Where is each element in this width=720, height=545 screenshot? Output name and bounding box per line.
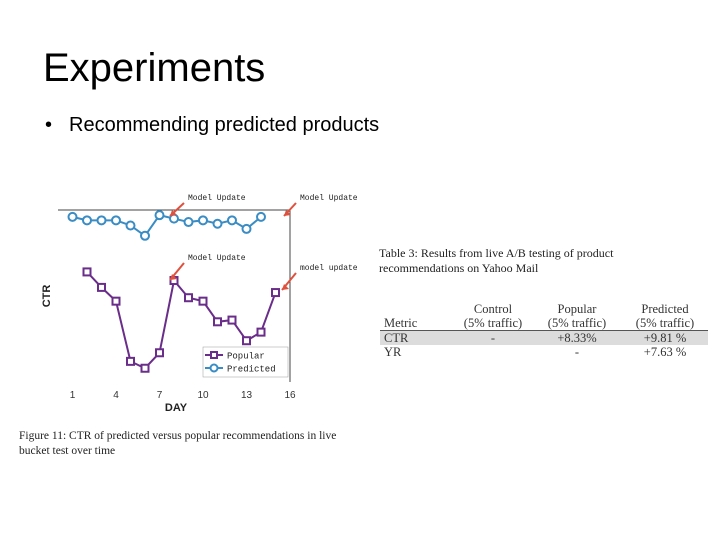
- data-point-popular: [198, 296, 208, 306]
- annotation-arrowhead: [282, 284, 289, 290]
- header-cell: Metric: [384, 316, 418, 330]
- header-cell: Popular: [557, 302, 597, 316]
- header-cell: Predicted: [641, 302, 689, 316]
- table-row: YR - +7.63 %: [380, 345, 708, 359]
- bullet-dot: •: [45, 114, 53, 136]
- data-point-popular: [271, 288, 280, 298]
- table-cell: +9.81 %: [643, 331, 687, 345]
- figure-caption: Figure 11: CTR of predicted versus popul…: [19, 430, 337, 457]
- data-point-predicted: [111, 215, 121, 226]
- table-header-row-bottom: Metric (5% traffic) (5% traffic) (5% tra…: [380, 316, 708, 330]
- data-point-predicted: [82, 215, 92, 226]
- table-cell: YR: [384, 345, 402, 359]
- header-cell: (5% traffic): [463, 316, 523, 330]
- data-point-popular: [111, 296, 121, 306]
- bullet-item: • Recommending predicted products: [45, 112, 379, 138]
- legend-marker: [209, 363, 219, 373]
- legend-label: Predicted: [227, 365, 276, 375]
- data-point-popular: [82, 267, 92, 277]
- legend-marker: [210, 351, 218, 359]
- x-tick-label: 16: [284, 390, 296, 401]
- data-point-predicted: [198, 215, 208, 226]
- data-point-predicted: [140, 230, 150, 241]
- data-point-popular: [213, 317, 222, 327]
- annotation-label: Model Update: [300, 194, 358, 203]
- header-cell: (5% traffic): [547, 316, 607, 330]
- annotation-arrowhead: [170, 274, 177, 280]
- annotation-arrowhead: [284, 210, 291, 216]
- data-point-predicted: [212, 218, 223, 229]
- x-tick-label: 13: [241, 390, 253, 401]
- data-point-predicted: [96, 215, 107, 226]
- x-tick-label: 7: [157, 390, 163, 401]
- data-point-popular: [155, 348, 164, 358]
- table-caption: Table 3: Results from live A/B testing o…: [379, 246, 614, 275]
- table-row: CTR - +8.33% +9.81 %: [380, 330, 708, 345]
- data-point-popular: [184, 293, 193, 303]
- x-tick-label: 1: [70, 390, 76, 401]
- table-cell: +8.33%: [557, 331, 597, 345]
- table-header-row-top: Control Popular Predicted: [380, 302, 708, 316]
- table-cell: CTR: [384, 331, 409, 345]
- data-point-predicted: [227, 215, 237, 226]
- annotation-label: Model Update: [188, 194, 246, 203]
- header-cell: (5% traffic): [635, 316, 695, 330]
- results-table: Control Popular Predicted Metric (5% tra…: [380, 302, 708, 359]
- slide-title: Experiments: [43, 46, 266, 90]
- data-point-predicted: [125, 220, 136, 231]
- table-cell: -: [490, 331, 496, 345]
- x-axis-label: DAY: [165, 402, 188, 414]
- data-point-predicted: [183, 217, 194, 228]
- annotation-label: model update: [300, 264, 358, 273]
- table-cell: [454, 345, 532, 359]
- data-point-popular: [97, 282, 106, 292]
- data-point-predicted: [241, 223, 252, 234]
- data-point-predicted: [67, 211, 78, 222]
- table-cell: -: [574, 345, 580, 359]
- data-point-popular: [242, 336, 251, 346]
- data-point-popular: [227, 315, 237, 325]
- legend-label: Popular: [227, 352, 265, 362]
- x-tick-label: 10: [197, 390, 209, 401]
- data-point-popular: [126, 356, 135, 366]
- data-point-predicted: [154, 210, 165, 221]
- data-point-popular: [256, 327, 266, 337]
- bullet-text: Recommending predicted products: [69, 114, 380, 136]
- data-point-predicted: [256, 211, 266, 222]
- annotation-arrowhead: [170, 210, 177, 216]
- data-point-popular: [140, 363, 150, 373]
- table-cell: +7.63 %: [643, 345, 687, 359]
- annotation-label: Model Update: [188, 254, 246, 263]
- x-tick-label: 4: [113, 390, 119, 401]
- header-cell: Control: [473, 302, 513, 316]
- y-axis-label: CTR: [41, 285, 53, 308]
